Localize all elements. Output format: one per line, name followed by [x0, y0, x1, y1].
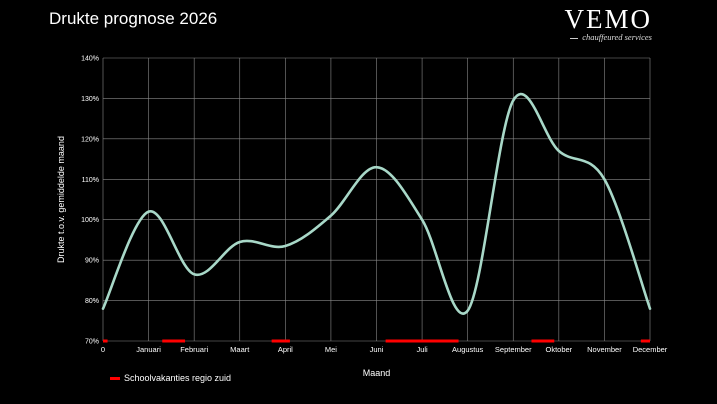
y-tick-label: 90%	[85, 258, 99, 265]
y-tick-label: 140%	[81, 56, 99, 63]
x-tick-label: Juli	[416, 345, 428, 354]
logo-tagline-row: chauffeured services	[548, 32, 652, 42]
x-tick-label: Juni	[370, 345, 384, 354]
x-tick-label: Maart	[230, 345, 250, 354]
y-tick-label: 100%	[81, 217, 99, 224]
brand-logo: VEMO chauffeured services	[548, 4, 653, 42]
x-tick-label: Februari	[180, 345, 208, 354]
logo-tagline: chauffeured services	[582, 32, 652, 42]
x-axis-title: Maand	[363, 368, 391, 378]
x-tick-label: Oktober	[545, 345, 572, 354]
x-tick-label: September	[495, 345, 532, 354]
logo-name: VEMO	[564, 4, 652, 34]
y-tick-label: 110%	[82, 177, 99, 184]
chart-title: Drukte prognose 2026	[49, 9, 218, 28]
x-tick-label: April	[278, 345, 293, 354]
series-line-drukte	[101, 92, 652, 315]
y-axis-title: Drukte t.o.v. gemiddelde maand	[56, 136, 66, 263]
y-tick-label: 80%	[85, 298, 99, 305]
y-tick-label: 120%	[81, 136, 99, 143]
x-tick-label: Januari	[136, 345, 161, 354]
y-tick-label: 130%	[81, 96, 99, 103]
logo-dash	[570, 37, 579, 39]
legend-swatch-vacation	[110, 376, 120, 380]
x-tick-label: December	[633, 345, 668, 354]
x-tick-label: November	[587, 345, 622, 354]
y-tick-label: 70%	[85, 339, 99, 346]
x-tick-label: Mei	[325, 345, 337, 354]
legend-label-vacation: Schoolvakanties regio zuid	[124, 373, 232, 383]
legend: Schoolvakanties regio zuid	[110, 373, 231, 383]
x-tick-label: 0	[101, 345, 105, 354]
x-tick-label: Augustus	[452, 345, 484, 354]
